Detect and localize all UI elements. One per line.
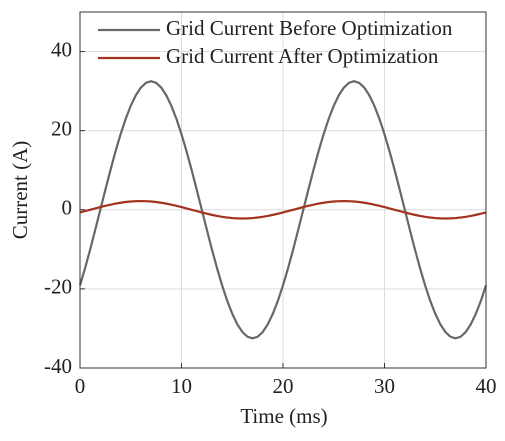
x-tick-label: 40 [476, 374, 497, 398]
y-tick-label: 40 [51, 37, 72, 61]
y-axis-label: Current (A) [8, 141, 32, 240]
series-line [78, 80, 488, 340]
series-line [79, 199, 487, 220]
x-tick-label: 0 [75, 374, 86, 398]
x-tick-label: 30 [374, 374, 395, 398]
x-tick-label: 20 [273, 374, 294, 398]
legend-label: Grid Current After Optimization [166, 44, 439, 68]
plot-frame [79, 11, 487, 369]
legend-label: Grid Current Before Optimization [166, 16, 453, 40]
x-tick-label: 10 [171, 374, 192, 398]
x-axis-label: Time (ms) [240, 404, 327, 428]
y-tick-label: -20 [44, 275, 72, 299]
y-tick-label: -40 [44, 354, 72, 378]
y-tick-label: 20 [51, 116, 72, 140]
y-tick-label: 0 [62, 196, 73, 220]
